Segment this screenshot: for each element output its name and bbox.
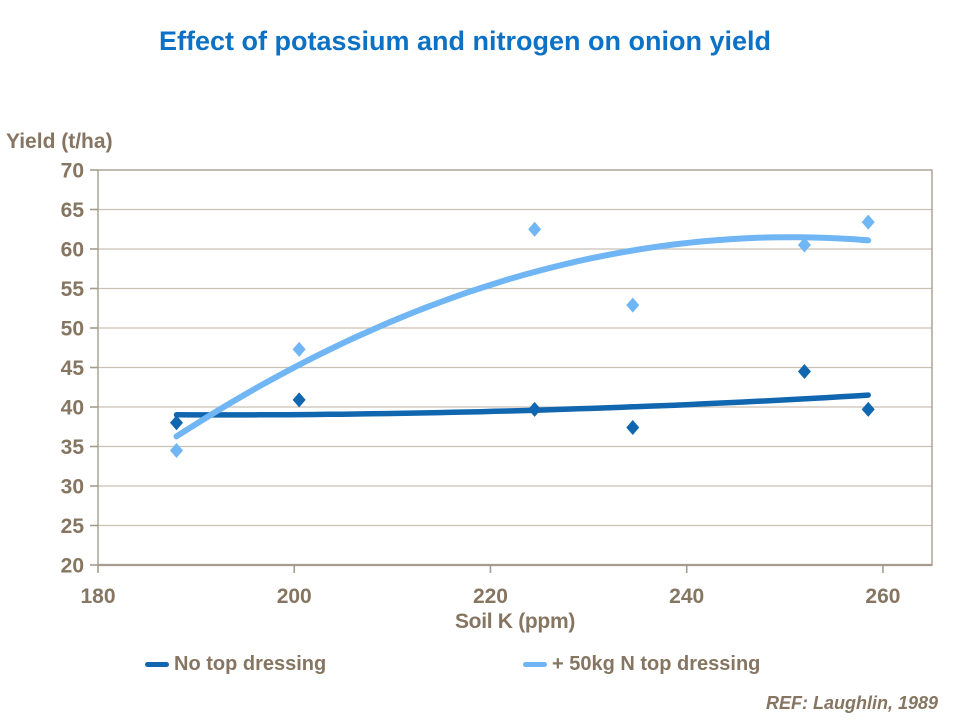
- trendline-50kg-n-top-dressing: [173, 234, 872, 440]
- legend-swatch-no-top-dressing: [145, 661, 169, 667]
- legend-label-no-top-dressing: No top dressing: [174, 652, 327, 675]
- x-tick-label-180: 180: [80, 585, 115, 608]
- x-tick-label-240: 240: [669, 585, 704, 608]
- data-point-no-top-dressing-200.5: [292, 392, 306, 408]
- data-point-50kg-n-top-dressing-252: [797, 237, 811, 253]
- gridlines: [98, 208, 932, 527]
- y-tick-label-35: 35: [61, 436, 85, 459]
- x-tick-label-200: 200: [277, 585, 312, 608]
- y-tick-label-60: 60: [61, 239, 84, 262]
- data-point-50kg-n-top-dressing-258.5: [861, 214, 875, 230]
- tick-marks: [90, 169, 884, 573]
- data-point-no-top-dressing-234.5: [626, 420, 640, 436]
- x-tick-label-260: 260: [865, 585, 900, 608]
- y-tick-label-20: 20: [61, 555, 84, 578]
- data-point-no-top-dressing-224.5: [528, 401, 542, 417]
- data-point-no-top-dressing-188: [169, 415, 183, 431]
- y-tick-label-25: 25: [61, 515, 85, 538]
- data-point-no-top-dressing-252: [797, 363, 811, 379]
- x-tick-labels: 180 200 220 240 260: [80, 585, 900, 608]
- y-tick-label-55: 55: [61, 278, 85, 301]
- legend: No top dressing + 50kg N top dressing: [0, 650, 960, 680]
- markers-no-top-dressing: [169, 363, 875, 436]
- y-tick-labels: 20 25 30 35 40 45 50 55 60 65 70: [61, 160, 85, 578]
- y-tick-label-30: 30: [61, 476, 84, 499]
- data-point-50kg-n-top-dressing-188: [169, 442, 183, 458]
- x-axis-title: Soil K (ppm): [454, 610, 576, 633]
- legend-item-no-top-dressing: No top dressing: [145, 650, 326, 678]
- data-point-no-top-dressing-258.5: [861, 401, 875, 417]
- data-point-50kg-n-top-dressing-234.5: [626, 297, 640, 313]
- y-tick-label-40: 40: [61, 397, 84, 420]
- y-tick-label-50: 50: [61, 318, 84, 341]
- legend-label-n50-top-dressing: + 50kg N top dressing: [552, 652, 761, 675]
- y-axis-title: Yield (t/ha): [6, 130, 113, 153]
- reference-note: REF: Laughlin, 1989: [765, 693, 938, 713]
- data-point-50kg-n-top-dressing-200.5: [292, 341, 306, 357]
- markers-50kg-n-top-dressing: [169, 214, 875, 458]
- y-tick-label-70: 70: [61, 160, 84, 183]
- legend-swatch-n50-top-dressing: [523, 661, 547, 667]
- chart-title: Effect of potassium and nitrogen on onio…: [158, 26, 771, 56]
- trendline-no-top-dressing: [173, 392, 871, 418]
- y-tick-label-65: 65: [61, 199, 85, 222]
- y-tick-label-45: 45: [61, 357, 85, 380]
- legend-item-n50-top-dressing: + 50kg N top dressing: [523, 650, 760, 678]
- data-point-50kg-n-top-dressing-224.5: [528, 221, 542, 237]
- x-tick-label-220: 220: [473, 585, 508, 608]
